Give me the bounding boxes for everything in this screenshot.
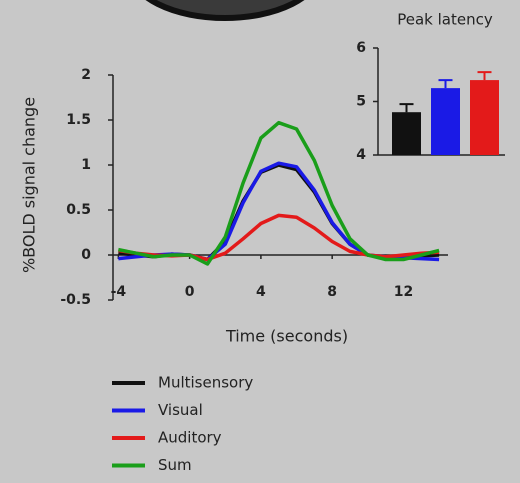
y-tick-label: 2	[81, 67, 91, 83]
y-tick-label: 1	[81, 157, 91, 173]
x-tick-label: 12	[394, 284, 413, 300]
error-bar	[478, 72, 492, 80]
page: {"chart_data": [ {"type": "line", "x_lab…	[0, 0, 520, 483]
brain-image	[130, 0, 320, 18]
data-line	[118, 165, 439, 260]
legend-label: Multisensory	[158, 374, 253, 392]
y-axis-label: %BOLD signal change	[20, 97, 39, 273]
legend-label: Auditory	[158, 429, 222, 447]
x-tick-label: 8	[327, 284, 337, 300]
inset-title: Peak latency	[397, 11, 493, 29]
bar	[392, 112, 421, 155]
data-line	[118, 163, 439, 259]
y-tick-label: 4	[356, 147, 366, 163]
y-tick-label: 5	[356, 94, 366, 110]
y-tick-label: 0	[81, 247, 91, 263]
x-tick-label: 0	[185, 284, 195, 300]
bar	[470, 80, 499, 155]
inset-bar-chart: Peak latency 4 5 6	[356, 11, 505, 164]
y-tick-label: 6	[356, 40, 366, 56]
data-line	[118, 123, 439, 264]
legend-label: Sum	[158, 456, 192, 474]
x-tick-label: -4	[111, 284, 127, 300]
error-bar	[400, 104, 414, 112]
figure: -0.5 0 0.5 1 1.5 2 -4 0 4 8 12 Time (seconds) %BOLD …	[0, 0, 520, 483]
error-bar	[439, 80, 453, 88]
x-tick-label: 4	[256, 284, 266, 300]
y-tick-label: 0.5	[66, 202, 91, 218]
line-chart: -0.5 0 0.5 1 1.5 2 -4 0 4 8 12 Time (seconds) %BOLD …	[20, 67, 449, 346]
legend-label: Visual	[158, 401, 203, 419]
y-tick-label: 1.5	[66, 112, 91, 128]
x-axis-label: Time (seconds)	[225, 327, 348, 346]
bar	[431, 88, 460, 155]
y-tick-label: -0.5	[60, 292, 91, 308]
legend: Multisensory Visual Auditory Sum	[112, 374, 253, 475]
